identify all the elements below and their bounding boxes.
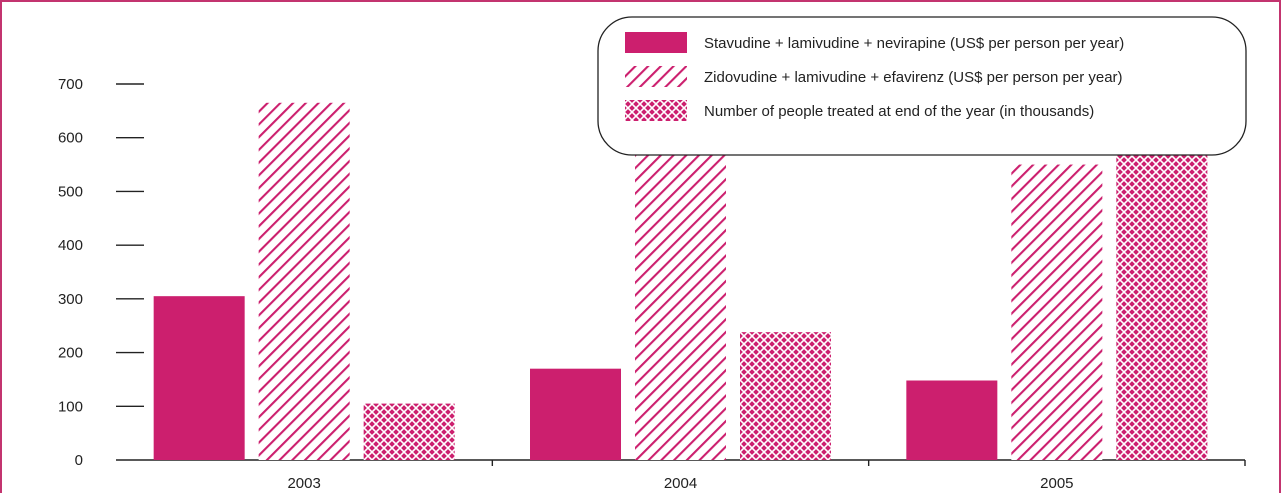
legend-label-zidovudine: Zidovudine + lamivudine + efavirenz (US$… <box>704 69 1123 86</box>
bar-2004-series-3 <box>740 332 831 460</box>
x-tick-label: 2005 <box>1040 475 1073 492</box>
legend-swatch-crosshatch <box>625 100 687 121</box>
legend-swatch-diagonal <box>625 66 687 87</box>
legend: Stavudine + lamivudine + nevirapine (US$… <box>597 16 1247 156</box>
y-tick-label: 300 <box>58 291 83 308</box>
bar-2004-series-2 <box>635 137 726 460</box>
bar-2005-series-2 <box>1011 164 1103 461</box>
legend-swatch-solid <box>625 32 687 53</box>
bar-2003-series-1 <box>153 296 245 460</box>
bar-2005-series-1 <box>906 380 998 460</box>
legend-box <box>597 16 1247 156</box>
x-axis: 2003 2004 2005 <box>116 459 1246 492</box>
y-tick-label: 500 <box>58 183 83 200</box>
y-tick-label: 0 <box>75 452 83 469</box>
bar-2005-series-3 <box>1116 152 1208 460</box>
y-tick-label: 600 <box>58 130 83 147</box>
x-tick-label: 2003 <box>287 475 320 492</box>
bar-2004-series-1 <box>530 368 621 460</box>
x-tick-label: 2004 <box>664 475 697 492</box>
y-tick-label: 400 <box>58 237 83 254</box>
y-tick-label: 200 <box>58 345 83 362</box>
bar-2003-series-3 <box>363 403 455 460</box>
y-axis: 0 100 200 300 400 500 600 700 <box>58 76 144 469</box>
legend-label-stavudine: Stavudine + lamivudine + nevirapine (US$… <box>704 35 1124 52</box>
y-tick-label: 700 <box>58 76 83 93</box>
bar-2003-series-2 <box>258 102 350 461</box>
legend-label-people-treated: Number of people treated at end of the y… <box>704 103 1094 120</box>
y-tick-label: 100 <box>58 398 83 415</box>
bars <box>153 102 1208 461</box>
